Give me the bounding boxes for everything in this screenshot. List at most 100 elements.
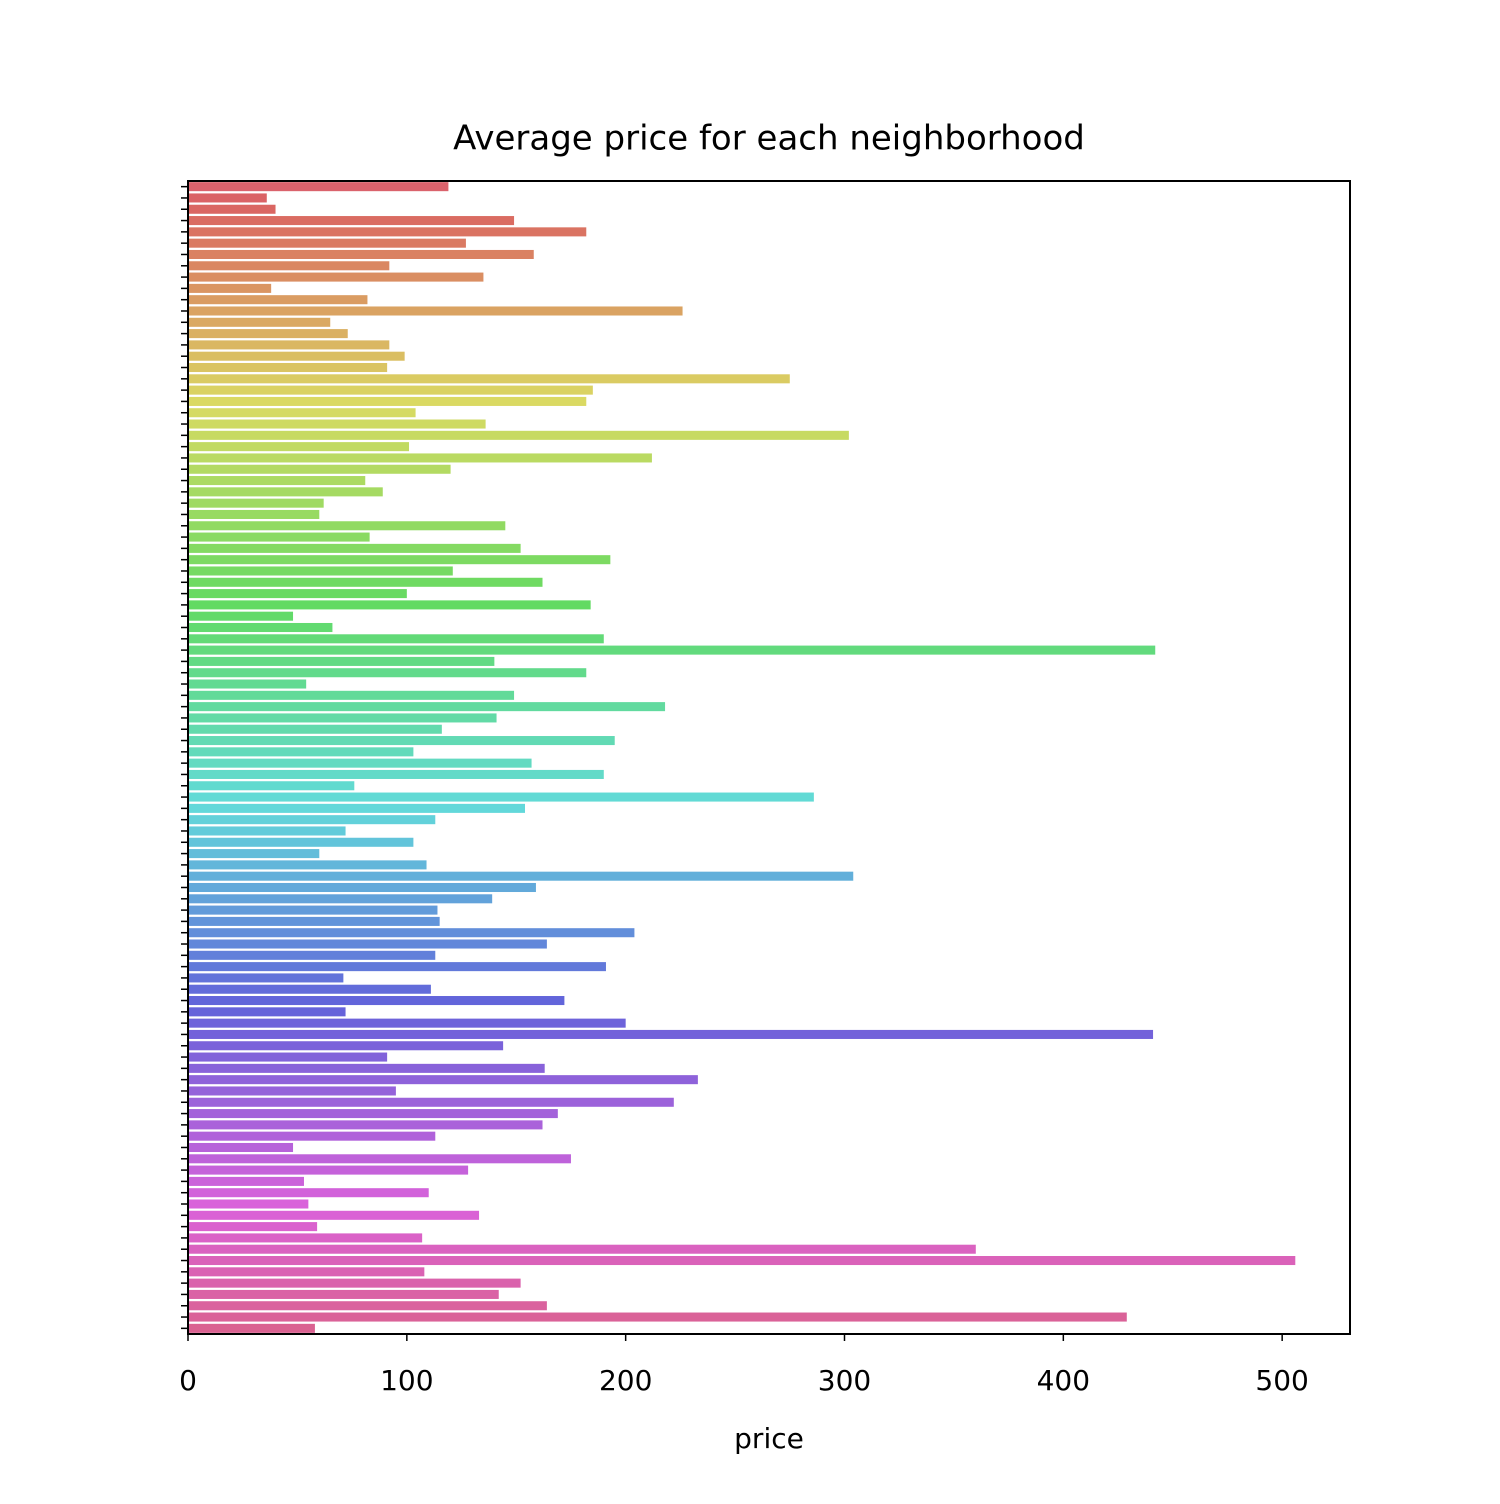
bar [188, 939, 547, 949]
bar [188, 453, 652, 463]
bar [188, 204, 276, 214]
bar [188, 769, 604, 779]
bar [188, 261, 390, 271]
bar [188, 736, 615, 746]
bar [188, 555, 611, 565]
bar [188, 634, 604, 644]
x-tick-label: 300 [818, 1364, 871, 1397]
bar [188, 1233, 423, 1243]
bar [188, 1188, 429, 1198]
chart-title: Average price for each neighborhood [453, 119, 1085, 159]
bar [188, 600, 591, 610]
bar [188, 272, 484, 282]
bar [188, 238, 466, 248]
bar [188, 216, 515, 226]
bar [188, 882, 536, 893]
bar [188, 295, 368, 305]
bar [188, 1301, 547, 1311]
bar [188, 487, 383, 497]
bar [188, 1120, 543, 1130]
bar [188, 668, 587, 678]
bar [188, 837, 414, 847]
bar [188, 1278, 521, 1288]
bar [188, 781, 355, 791]
bar [188, 340, 390, 350]
bar [188, 747, 414, 757]
bar [188, 1199, 309, 1209]
bar [188, 622, 333, 633]
x-tick-label: 100 [380, 1364, 433, 1397]
bar [188, 1109, 558, 1119]
bar [188, 826, 346, 836]
bar [188, 408, 416, 418]
bar [188, 803, 526, 813]
bar [188, 385, 593, 395]
bar [188, 1323, 315, 1333]
bar [188, 1086, 396, 1096]
bar [188, 430, 849, 440]
bar [188, 521, 506, 531]
bar [188, 1018, 626, 1028]
x-tick-label: 500 [1255, 1364, 1308, 1397]
bar [188, 566, 453, 576]
bar [188, 973, 344, 983]
bar [188, 1244, 976, 1254]
bar [188, 905, 438, 915]
bar [188, 1131, 436, 1141]
bar [188, 1052, 388, 1062]
bar [188, 329, 348, 339]
bar [188, 1256, 1296, 1266]
bar [188, 396, 587, 406]
bar [188, 577, 543, 587]
bar [188, 532, 370, 542]
bar [188, 1041, 504, 1051]
bar [188, 1176, 304, 1186]
bar [188, 758, 532, 768]
bar [188, 916, 440, 926]
bar [188, 962, 606, 972]
bar [188, 362, 388, 373]
bar [188, 690, 515, 700]
bar [188, 928, 635, 938]
bar [188, 815, 436, 825]
bar [188, 317, 331, 327]
bar [188, 442, 410, 452]
bar [188, 374, 790, 384]
bar [188, 713, 497, 723]
bar [188, 679, 307, 689]
bar [188, 702, 666, 712]
bar [188, 1029, 1154, 1039]
bar [188, 792, 814, 802]
bar [188, 1154, 571, 1164]
x-tick-label: 200 [599, 1364, 652, 1397]
bar [188, 1289, 499, 1299]
bar [188, 498, 324, 508]
bar [188, 724, 442, 734]
x-tick-label: 0 [179, 1364, 197, 1397]
bar [188, 351, 405, 361]
bar [188, 476, 366, 486]
bar [188, 419, 486, 429]
bar [188, 645, 1156, 655]
bar [188, 1222, 318, 1232]
bar [188, 543, 521, 553]
bar [188, 193, 267, 203]
bar [188, 656, 495, 666]
bar [188, 996, 565, 1006]
bar [188, 1165, 469, 1175]
bar [188, 283, 272, 293]
bar [188, 1075, 698, 1085]
bar [188, 984, 431, 994]
bar [188, 849, 320, 859]
bar [188, 1312, 1127, 1322]
bar [188, 950, 436, 960]
bar [188, 1267, 425, 1277]
bar [188, 306, 683, 316]
bar [188, 860, 427, 870]
bar [188, 589, 407, 599]
x-axis-label: price [734, 1422, 804, 1455]
plot-frame [187, 180, 1351, 1335]
bar [188, 249, 534, 259]
bar [188, 894, 493, 904]
